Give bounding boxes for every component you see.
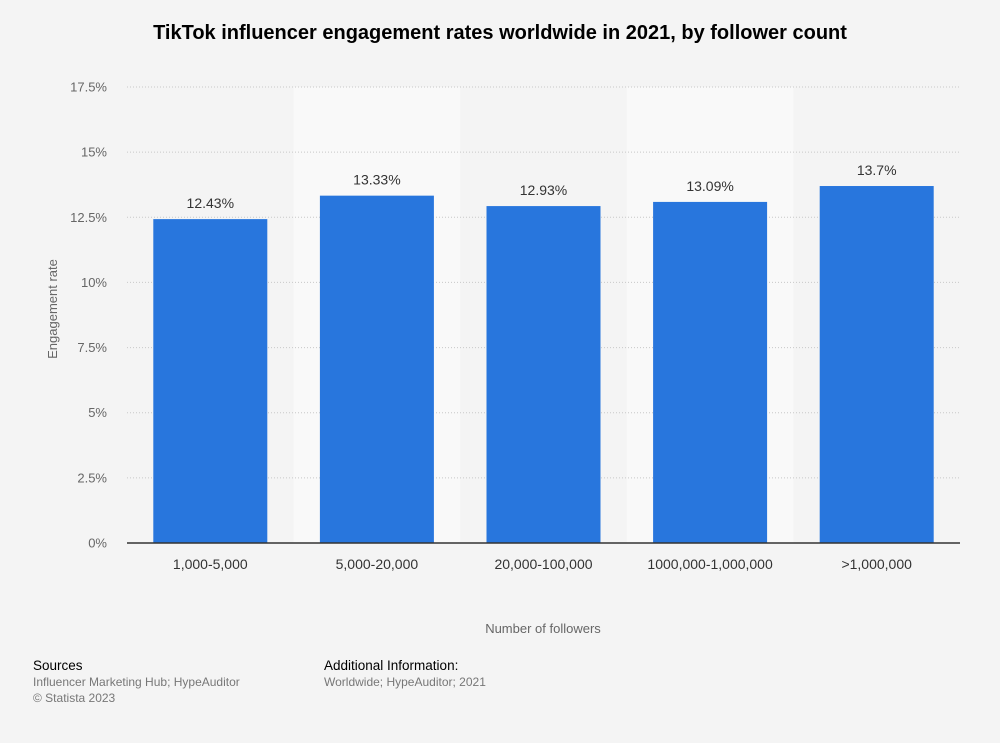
bar[interactable] xyxy=(819,186,934,543)
x-axis-title: Number of followers xyxy=(485,621,601,636)
sources-block: Sources Influencer Marketing Hub; HypeAu… xyxy=(33,658,240,706)
data-label: 12.93% xyxy=(520,182,567,198)
y-axis-ticks: 0% 2.5% 5% 7.5% 10% 12.5% 15% 17.5% xyxy=(70,80,107,551)
x-category-label: 1000,000-1,000,000 xyxy=(647,556,773,572)
x-category-label: 1,000-5,000 xyxy=(173,556,248,572)
additional-info-block: Additional Information: Worldwide; HypeA… xyxy=(324,658,486,690)
y-tick-label: 0% xyxy=(88,536,107,551)
x-category-label: 20,000-100,000 xyxy=(494,556,592,572)
bars xyxy=(153,186,934,544)
data-label: 13.7% xyxy=(857,162,897,178)
bar[interactable] xyxy=(486,206,601,543)
y-tick-label: 12.5% xyxy=(70,210,107,225)
data-label: 13.09% xyxy=(686,178,733,194)
x-category-label: >1,000,000 xyxy=(841,556,912,572)
y-tick-label: 15% xyxy=(81,145,107,160)
additional-info-text: Worldwide; HypeAuditor; 2021 xyxy=(324,675,486,689)
data-label: 13.33% xyxy=(353,172,400,188)
y-tick-label: 2.5% xyxy=(77,470,107,485)
y-tick-label: 17.5% xyxy=(70,80,107,95)
x-axis-categories: 1,000-5,000 5,000-20,000 20,000-100,000 100… xyxy=(173,556,912,572)
y-tick-label: 10% xyxy=(81,275,107,290)
x-category-label: 5,000-20,000 xyxy=(336,556,419,572)
sources-text[interactable]: Influencer Marketing Hub; HypeAuditor xyxy=(33,675,240,689)
chart-title: TikTok influencer engagement rates world… xyxy=(153,22,847,44)
y-tick-label: 7.5% xyxy=(77,340,107,355)
sources-heading: Sources xyxy=(33,658,83,673)
bar[interactable] xyxy=(653,201,768,544)
bar[interactable] xyxy=(153,219,268,543)
bar[interactable] xyxy=(319,195,434,544)
copyright-text: © Statista 2023 xyxy=(33,691,116,705)
data-labels: 12.43% 13.33% 12.93% 13.09% 13.7% xyxy=(187,162,897,211)
y-axis-title: Engagement rate xyxy=(45,259,60,359)
additional-info-heading: Additional Information: xyxy=(324,658,459,673)
data-label: 12.43% xyxy=(187,195,234,211)
y-tick-label: 5% xyxy=(88,405,107,420)
